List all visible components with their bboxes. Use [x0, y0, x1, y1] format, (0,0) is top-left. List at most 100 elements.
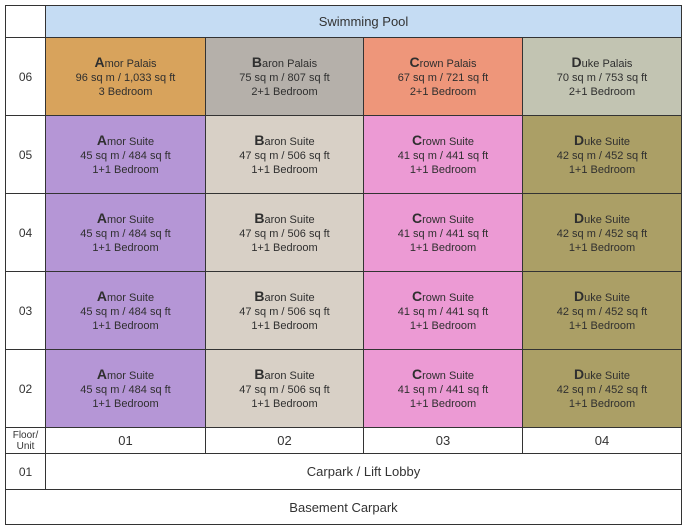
unit-cell: Baron Suite 47 sq m / 506 sq ft 1+1 Bedroo… — [205, 115, 364, 194]
unit-size: 67 sq m / 721 sq ft — [397, 71, 489, 84]
unit-name-rest: uke Palais — [581, 57, 633, 70]
unit-name-initial: C — [411, 365, 423, 382]
unit-name: Baron Suite — [254, 367, 314, 383]
unit-cell: Crown Palais 67 sq m / 721 sq ft 2+1 Bedro… — [363, 37, 523, 116]
unit-cell: Duke Suite 42 sq m / 452 sq ft 1+1 Bedroom — [522, 271, 682, 350]
unit-cell: Amor Suite 45 sq m / 484 sq ft 1+1 Bedroom — [45, 271, 206, 350]
unit-name-initial: B — [254, 365, 265, 382]
unit-cell: Duke Suite 42 sq m / 452 sq ft 1+1 Bedroom — [522, 193, 682, 272]
unit-bedrooms: 1+1 Bedroom — [409, 241, 477, 254]
basement-carpark: Basement Carpark — [5, 489, 682, 525]
unit-size: 42 sq m / 452 sq ft — [556, 383, 648, 396]
unit-cell: Duke Palais 70 sq m / 753 sq ft 2+1 Bedroo… — [522, 37, 682, 116]
unit-bedrooms: 1+1 Bedroom — [568, 319, 636, 332]
unit-name-rest: mor Suite — [107, 135, 155, 148]
unit-size: 47 sq m / 506 sq ft — [239, 305, 330, 318]
unit-name: Amor Suite — [97, 367, 154, 383]
floor-label: 05 — [5, 115, 46, 194]
unit-name-rest: mor Suite — [107, 369, 155, 382]
unit-cell: Amor Suite 45 sq m / 484 sq ft 1+1 Bedroom — [45, 349, 206, 428]
unit-name-initial: B — [254, 131, 265, 148]
unit-size: 42 sq m / 452 sq ft — [556, 149, 648, 162]
unit-name-rest: uke Suite — [584, 291, 630, 304]
unit-bedrooms: 1+1 Bedroom — [409, 319, 477, 332]
unit-name-rest: mor Palais — [104, 57, 157, 70]
unit-name-initial: A — [96, 131, 108, 148]
unit-name-rest: aron Suite — [264, 135, 315, 148]
unit-cell: Baron Suite 47 sq m / 506 sq ft 1+1 Bedroo… — [205, 349, 364, 428]
floor-unit-header: Floor/Unit — [5, 427, 46, 454]
unit-size: 47 sq m / 506 sq ft — [239, 149, 330, 162]
unit-name: Amor Suite — [97, 211, 154, 227]
unit-size: 47 sq m / 506 sq ft — [239, 383, 330, 396]
unit-size: 41 sq m / 441 sq ft — [397, 305, 489, 318]
unit-number: 03 — [363, 427, 523, 454]
unit-cell: Baron Suite 47 sq m / 506 sq ft 1+1 Bedroo… — [205, 271, 364, 350]
unit-number: 02 — [205, 427, 364, 454]
unit-name: Duke Suite — [574, 289, 630, 305]
unit-size: 42 sq m / 452 sq ft — [556, 305, 648, 318]
unit-name-initial: D — [574, 365, 585, 382]
swimming-pool-header: Swimming Pool — [45, 5, 682, 38]
unit-cell: Duke Suite 42 sq m / 452 sq ft 1+1 Bedroom — [522, 115, 682, 194]
unit-name: Crown Suite — [412, 289, 474, 305]
unit-name-initial: D — [571, 53, 582, 70]
unit-cell: Duke Suite 42 sq m / 452 sq ft 1+1 Bedroom — [522, 349, 682, 428]
floor-unit-header-text: Floor/Unit — [13, 430, 39, 452]
unit-size: 41 sq m / 441 sq ft — [397, 149, 489, 162]
unit-bedrooms: 1+1 Bedroom — [251, 241, 318, 254]
unit-cell: Crown Suite 41 sq m / 441 sq ft 1+1 Bedroo… — [363, 193, 523, 272]
unit-size: 41 sq m / 441 sq ft — [397, 227, 489, 240]
unit-name: Amor Suite — [97, 289, 154, 305]
unit-bedrooms: 1+1 Bedroom — [92, 319, 159, 332]
floor-label: 01 — [5, 453, 46, 490]
unit-bedrooms: 1+1 Bedroom — [568, 397, 636, 410]
unit-name: Baron Palais — [252, 55, 317, 71]
unit-name: Amor Palais — [94, 55, 156, 71]
unit-bedrooms: 2+1 Bedroom — [251, 85, 318, 98]
unit-cell: Amor Palais 96 sq m / 1,033 sq ft 3 Bedroo… — [45, 37, 206, 116]
unit-bedrooms: 1+1 Bedroom — [92, 241, 159, 254]
unit-bedrooms: 2+1 Bedroom — [409, 85, 477, 98]
unit-name: Baron Suite — [254, 289, 314, 305]
unit-bedrooms: 1+1 Bedroom — [409, 397, 477, 410]
unit-size: 47 sq m / 506 sq ft — [239, 227, 330, 240]
unit-header-word: Unit — [16, 440, 35, 452]
unit-name-initial: C — [411, 131, 423, 148]
unit-cell: Crown Suite 41 sq m / 441 sq ft 1+1 Bedroo… — [363, 115, 523, 194]
corner-cell — [5, 5, 46, 38]
unit-number: 01 — [45, 427, 206, 454]
unit-name-initial: B — [251, 53, 263, 70]
unit-name-rest: rown Palais — [419, 57, 477, 70]
unit-size: 45 sq m / 484 sq ft — [80, 149, 171, 162]
unit-size: 96 sq m / 1,033 sq ft — [75, 71, 176, 84]
floor-header-word: Floor/ — [12, 429, 39, 441]
unit-name-initial: B — [254, 209, 265, 226]
floor-label: 04 — [5, 193, 46, 272]
unit-bedrooms: 2+1 Bedroom — [568, 85, 636, 98]
unit-bedrooms: 1+1 Bedroom — [409, 163, 477, 176]
unit-bedrooms: 1+1 Bedroom — [251, 397, 318, 410]
unit-cell: Amor Suite 45 sq m / 484 sq ft 1+1 Bedroom — [45, 115, 206, 194]
unit-size: 70 sq m / 753 sq ft — [556, 71, 648, 84]
unit-name-rest: rown Suite — [422, 135, 475, 148]
unit-name: Duke Suite — [574, 367, 630, 383]
unit-name-rest: uke Suite — [584, 213, 630, 226]
unit-cell: Baron Suite 47 sq m / 506 sq ft 1+1 Bedroo… — [205, 193, 364, 272]
unit-size: 45 sq m / 484 sq ft — [80, 383, 171, 396]
unit-bedrooms: 1+1 Bedroom — [568, 241, 636, 254]
carpark-lift-lobby: Carpark / Lift Lobby — [45, 453, 682, 490]
unit-bedrooms: 1+1 Bedroom — [568, 163, 636, 176]
unit-name-rest: aron Suite — [264, 369, 315, 382]
unit-cell: Amor Suite 45 sq m / 484 sq ft 1+1 Bedroom — [45, 193, 206, 272]
unit-bedrooms: 1+1 Bedroom — [92, 397, 159, 410]
unit-size: 75 sq m / 807 sq ft — [239, 71, 330, 84]
unit-name: Baron Suite — [254, 211, 314, 227]
unit-name-initial: C — [411, 287, 423, 304]
unit-name: Crown Suite — [412, 133, 474, 149]
unit-name: Duke Suite — [574, 211, 630, 227]
unit-name-rest: aron Palais — [262, 57, 318, 70]
unit-name-rest: mor Suite — [107, 291, 155, 304]
unit-name: Duke Suite — [574, 133, 630, 149]
floor-label: 03 — [5, 271, 46, 350]
